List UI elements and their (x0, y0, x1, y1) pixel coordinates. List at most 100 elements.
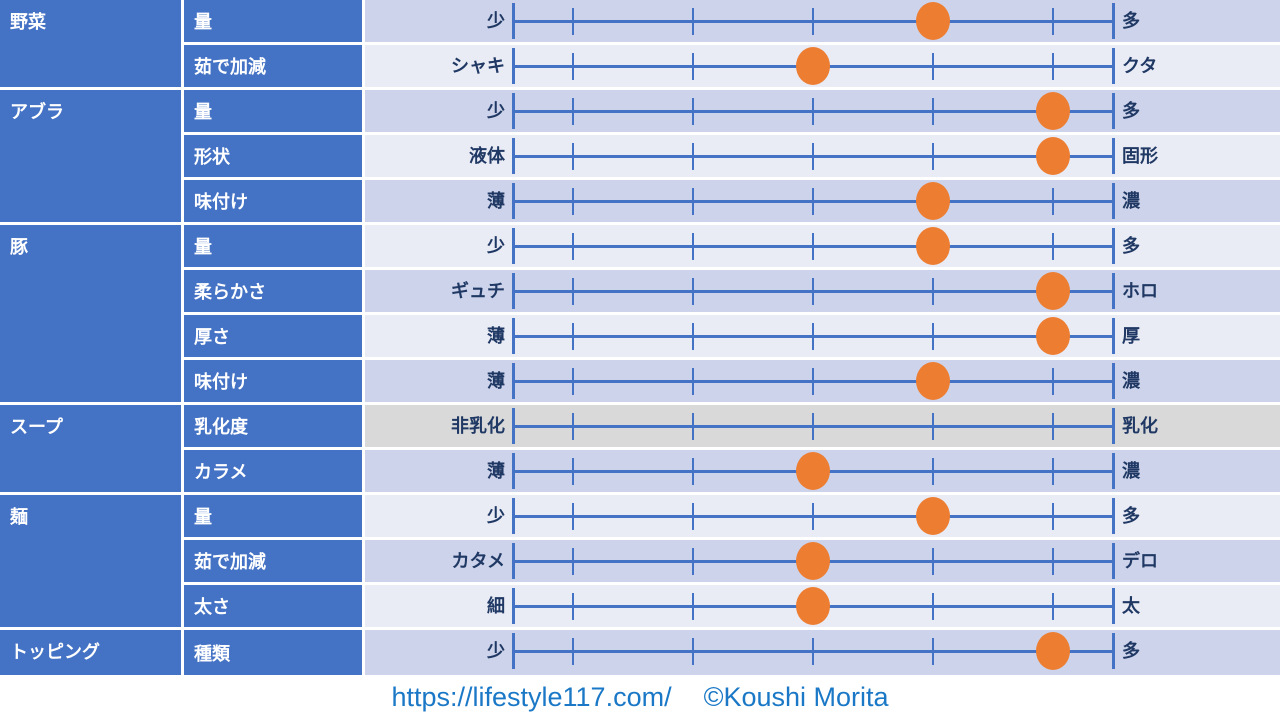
category-cell: 豚 (0, 225, 184, 405)
scale-tick (812, 98, 814, 125)
scale-tick (572, 188, 574, 215)
attribute-cell: 種類 (184, 630, 365, 675)
attribute-cell: 味付け (184, 360, 365, 405)
scale-end-tick (1112, 318, 1115, 354)
rating-row: 少多 (365, 630, 1280, 675)
scale-max-label: 厚 (1122, 326, 1140, 346)
rating-row: 薄濃 (365, 450, 1280, 495)
scale-tick (812, 323, 814, 350)
rating-row: ギュチ ホロ (365, 270, 1280, 315)
scale-min-label: 少 (487, 641, 505, 661)
scale-tick (1052, 413, 1054, 440)
rating-row: 薄厚 (365, 315, 1280, 360)
scale-max-label: 濃 (1122, 191, 1140, 211)
scale-max-label: 乳化 (1122, 416, 1158, 436)
scale-tick (1052, 593, 1054, 620)
attribute-cell: 量 (184, 0, 365, 45)
scale-tick (692, 548, 694, 575)
rating-dot-marker (796, 542, 830, 580)
scale-tick (1052, 8, 1054, 35)
scale-tick (932, 638, 934, 665)
scale-end-tick (512, 3, 515, 39)
scale-tick (692, 458, 694, 485)
attribute-cell: 量 (184, 225, 365, 270)
scale-max-label: 固形 (1122, 146, 1158, 166)
rating-dot-marker (916, 227, 950, 265)
attribute-cell: カラメ (184, 450, 365, 495)
category-label: 麺 (10, 507, 28, 527)
attribute-cell: 味付け (184, 180, 365, 225)
rating-dot-marker (796, 47, 830, 85)
category-label: スープ (10, 417, 63, 437)
scale-tick (572, 593, 574, 620)
scale-tick (1052, 53, 1054, 80)
attribute-cell: 形状 (184, 135, 365, 180)
scale-tick (572, 323, 574, 350)
scale-min-label: 薄 (487, 191, 505, 211)
category-cell: 麺 (0, 495, 184, 630)
attribute-cell: 茹で加減 (184, 540, 365, 585)
category-label: トッピング (10, 642, 100, 662)
ramen-preference-table: 野菜 アブラ豚スープ麺トッピング 量茹で加減量形状 味付け量柔らかさ 厚さ 味付け 乳化度… (0, 0, 1280, 675)
scale-end-tick (512, 318, 515, 354)
scale-end-tick (1112, 588, 1115, 624)
scale-end-tick (1112, 228, 1115, 264)
scale-tick (932, 53, 934, 80)
scale-end-tick (1112, 633, 1115, 669)
scale-max-label: 多 (1122, 506, 1140, 526)
scale-tick (572, 503, 574, 530)
scale-tick (572, 98, 574, 125)
scale-end-tick (512, 48, 515, 84)
rating-dot-marker (1036, 317, 1070, 355)
attribute-column: 量茹で加減量形状 味付け量柔らかさ 厚さ 味付け 乳化度 カラメ量茹で加減 太さ 種類 (184, 0, 365, 675)
attribute-cell: 厚さ (184, 315, 365, 360)
scale-end-tick (1112, 543, 1115, 579)
scale-tick (692, 233, 694, 260)
scale-tick (692, 368, 694, 395)
scale-tick (932, 548, 934, 575)
scale-tick (572, 143, 574, 170)
scale-min-label: ギュチ (451, 281, 505, 301)
scale-tick (812, 233, 814, 260)
scale-end-tick (1112, 273, 1115, 309)
scale-max-label: クタ (1122, 56, 1158, 76)
rating-row: シャキ クタ (365, 45, 1280, 90)
scale-end-tick (512, 363, 515, 399)
attribute-cell: 乳化度 (184, 405, 365, 450)
category-cell: 野菜 (0, 0, 184, 90)
rating-dot-marker (916, 362, 950, 400)
scale-end-tick (512, 93, 515, 129)
scale-max-label: 濃 (1122, 371, 1140, 391)
scale-max-label: ホロ (1122, 281, 1158, 301)
scale-tick (932, 143, 934, 170)
rating-dot-marker (1036, 137, 1070, 175)
scale-tick (1052, 503, 1054, 530)
scale-min-label: 少 (487, 236, 505, 256)
scale-end-tick (512, 588, 515, 624)
scale-min-label: 薄 (487, 461, 505, 481)
scale-end-tick (1112, 453, 1115, 489)
scale-min-label: カタメ (451, 551, 505, 571)
scale-tick (692, 8, 694, 35)
scale-tick (932, 593, 934, 620)
rating-column: 少多シャキ クタ少多液体 固形薄濃少多ギュチ ホロ薄厚薄濃非乳化 乳化薄濃少多カタメ デロ… (365, 0, 1280, 675)
attribute-cell: 柔らかさ (184, 270, 365, 315)
scale-tick (572, 8, 574, 35)
rating-row: 少多 (365, 90, 1280, 135)
category-column: 野菜 アブラ豚スープ麺トッピング (0, 0, 184, 675)
scale-max-label: 多 (1122, 236, 1140, 256)
scale-max-label: 濃 (1122, 461, 1140, 481)
category-cell: アブラ (0, 90, 184, 225)
scale-tick (812, 188, 814, 215)
scale-tick (572, 458, 574, 485)
scale-tick (932, 413, 934, 440)
scale-tick (1052, 548, 1054, 575)
footer-credit-text: ©Koushi Morita (703, 682, 889, 712)
scale-end-tick (512, 498, 515, 534)
category-cell: トッピング (0, 630, 184, 675)
rating-row: 薄濃 (365, 180, 1280, 225)
scale-tick (812, 368, 814, 395)
scale-tick (1052, 458, 1054, 485)
attribute-cell: 太さ (184, 585, 365, 630)
scale-tick (812, 503, 814, 530)
